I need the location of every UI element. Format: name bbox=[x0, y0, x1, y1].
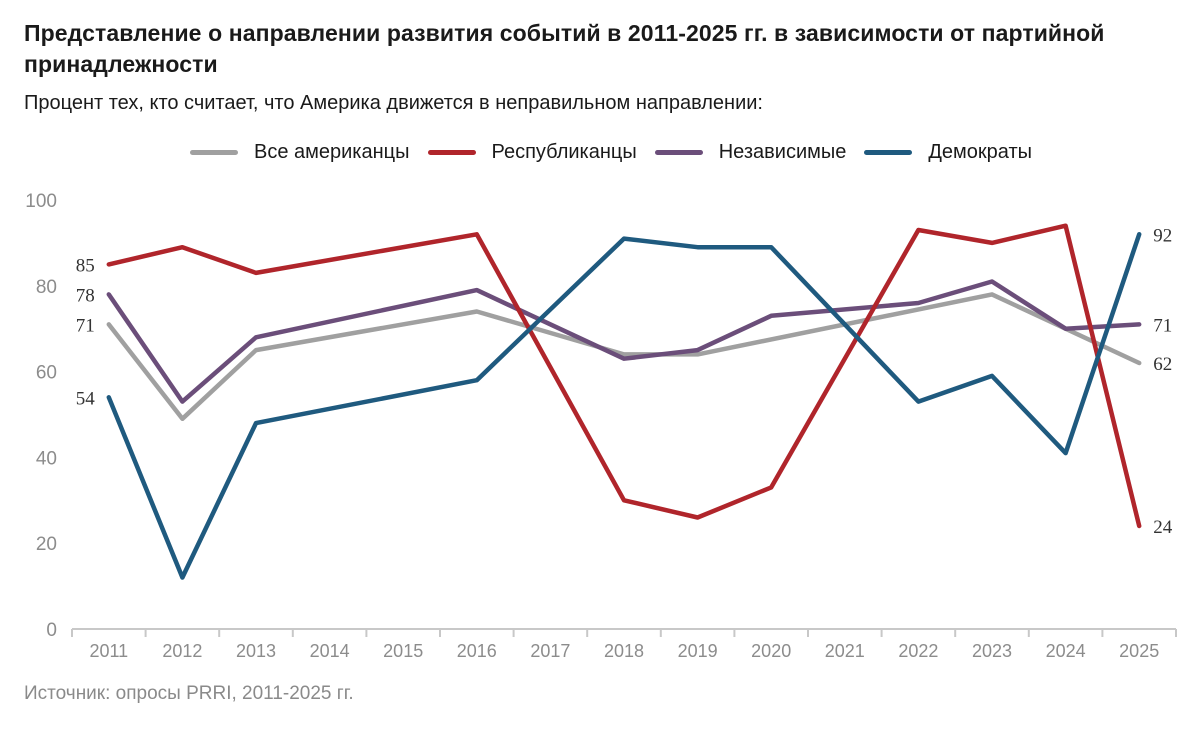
legend-label-rep: Республиканцы bbox=[491, 140, 637, 163]
y-tick-label: 0 bbox=[46, 620, 57, 641]
legend-label-dem: Демократы bbox=[928, 140, 1033, 163]
x-tick-label: 2024 bbox=[1046, 641, 1086, 661]
y-tick-label: 20 bbox=[36, 534, 57, 555]
x-tick-label: 2015 bbox=[383, 641, 423, 661]
series-line-rep bbox=[106, 223, 1142, 529]
data-label: 54 bbox=[76, 388, 96, 409]
chart-title: Представление о направлении развития соб… bbox=[24, 20, 1105, 77]
legend-swatch-all bbox=[190, 149, 238, 155]
chart-subtitle: Процент тех, кто считает, что Америка дв… bbox=[24, 92, 763, 114]
data-label: 85 bbox=[76, 255, 95, 276]
series-line-ind bbox=[106, 279, 1142, 404]
x-tick-label: 2017 bbox=[530, 641, 570, 661]
source-note: Источник: опросы PRRI, 2011-2025 гг. bbox=[24, 683, 354, 704]
legend-item-rep: Республиканцы bbox=[427, 140, 637, 164]
x-tick-label: 2018 bbox=[604, 641, 644, 661]
x-tick-label: 2011 bbox=[89, 641, 128, 661]
x-tick-label: 2019 bbox=[678, 641, 718, 661]
data-label: 92 bbox=[1153, 225, 1172, 246]
x-tick-label: 2023 bbox=[972, 641, 1012, 661]
legend-label-all: Все американцы bbox=[254, 140, 410, 163]
data-label: 71 bbox=[1153, 315, 1172, 336]
legend-item-all: Все американцы bbox=[190, 141, 410, 164]
series-line-all bbox=[106, 292, 1142, 422]
data-label: 71 bbox=[76, 315, 95, 336]
legend-item-dem: Демократы bbox=[864, 141, 1032, 164]
chart-legend: Все американцы Республиканцы Независимые… bbox=[190, 137, 1050, 167]
x-tick-label: 2012 bbox=[162, 641, 202, 661]
legend-swatch-ind bbox=[654, 149, 703, 155]
legend-swatch-rep bbox=[427, 149, 476, 155]
x-tick-label: 2014 bbox=[310, 641, 350, 661]
series-line-dem bbox=[106, 232, 1142, 580]
y-tick-label: 80 bbox=[36, 277, 57, 298]
x-tick-label: 2021 bbox=[825, 641, 865, 661]
y-tick-label: 100 bbox=[25, 191, 57, 212]
legend-swatch-dem bbox=[864, 149, 913, 155]
x-tick-label: 2025 bbox=[1119, 641, 1159, 661]
x-tick-label: 2016 bbox=[457, 641, 497, 661]
x-tick-label: 2020 bbox=[751, 641, 791, 661]
legend-item-ind: Независимые bbox=[654, 140, 847, 164]
y-tick-label: 40 bbox=[36, 448, 57, 469]
legend-label-ind: Независимые bbox=[718, 140, 847, 163]
x-tick-label: 2022 bbox=[898, 641, 938, 661]
data-label: 62 bbox=[1153, 354, 1172, 375]
data-label: 24 bbox=[1153, 517, 1173, 538]
y-tick-label: 60 bbox=[36, 363, 57, 384]
data-label: 78 bbox=[76, 285, 95, 306]
x-tick-label: 2013 bbox=[236, 641, 276, 661]
